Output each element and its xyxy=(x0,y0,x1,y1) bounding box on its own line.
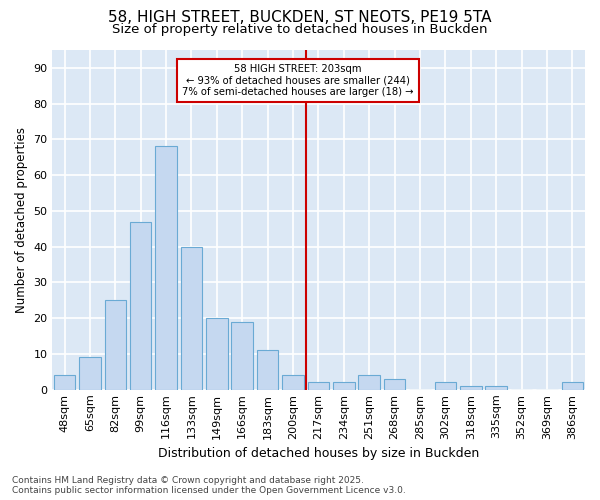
X-axis label: Distribution of detached houses by size in Buckden: Distribution of detached houses by size … xyxy=(158,447,479,460)
Bar xyxy=(562,382,583,390)
Bar xyxy=(104,300,126,390)
Bar xyxy=(333,382,355,390)
Bar xyxy=(155,146,177,390)
Text: 58, HIGH STREET, BUCKDEN, ST NEOTS, PE19 5TA: 58, HIGH STREET, BUCKDEN, ST NEOTS, PE19… xyxy=(108,10,492,25)
Bar xyxy=(232,322,253,390)
Text: Size of property relative to detached houses in Buckden: Size of property relative to detached ho… xyxy=(112,22,488,36)
Bar xyxy=(206,318,227,390)
Text: 58 HIGH STREET: 203sqm
← 93% of detached houses are smaller (244)
7% of semi-det: 58 HIGH STREET: 203sqm ← 93% of detached… xyxy=(182,64,414,98)
Bar xyxy=(130,222,151,390)
Bar xyxy=(54,375,76,390)
Bar xyxy=(181,246,202,390)
Bar xyxy=(257,350,278,390)
Bar xyxy=(358,375,380,390)
Text: Contains HM Land Registry data © Crown copyright and database right 2025.
Contai: Contains HM Land Registry data © Crown c… xyxy=(12,476,406,495)
Bar xyxy=(485,386,507,390)
Bar xyxy=(434,382,456,390)
Bar xyxy=(384,379,406,390)
Bar xyxy=(79,358,101,390)
Bar xyxy=(282,375,304,390)
Bar xyxy=(308,382,329,390)
Y-axis label: Number of detached properties: Number of detached properties xyxy=(15,126,28,313)
Bar xyxy=(460,386,482,390)
